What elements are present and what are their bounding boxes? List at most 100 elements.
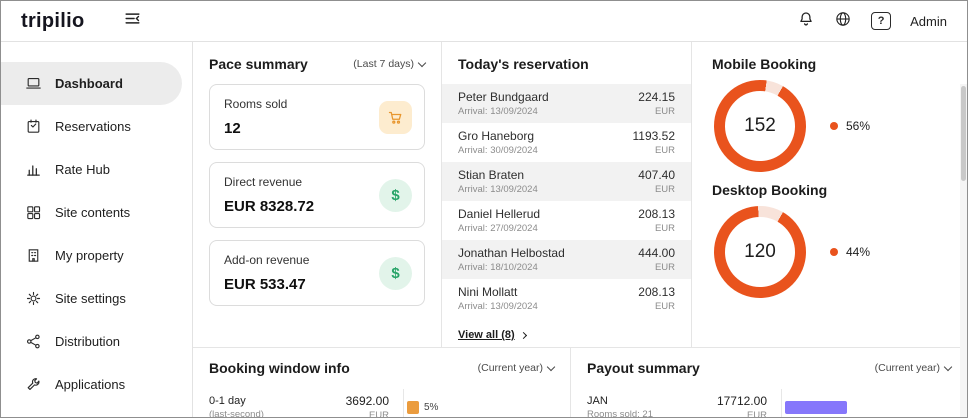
wrench-icon <box>25 376 42 393</box>
pace-summary-card: Pace summary (Last 7 days) Rooms sold 12 <box>193 42 442 347</box>
addon-revenue-card: Add-on revenue EUR 533.47 $ <box>209 240 425 306</box>
help-icon[interactable]: ? <box>871 12 892 30</box>
range-label: 0-1 day <box>209 394 246 407</box>
payout-period-dropdown[interactable]: (Current year) <box>875 362 953 374</box>
currency: EUR <box>654 262 675 273</box>
sidebar-item-label: Applications <box>55 377 126 392</box>
reservation-row[interactable]: Peter Bundgaard Arrival: 13/09/2024 224.1… <box>442 84 691 123</box>
rooms-sold-value: 12 <box>224 120 241 137</box>
booking-window-period-dropdown[interactable]: (Current year) <box>477 362 556 374</box>
laptop-icon <box>25 75 42 92</box>
pace-period-dropdown[interactable]: (Last 7 days) <box>353 58 427 70</box>
arrival-date: Arrival: 27/09/2024 <box>458 223 538 234</box>
legend-dot-icon <box>830 248 838 256</box>
amount: 1193.52 <box>632 129 676 143</box>
range-sublabel: (last-second) <box>209 408 264 418</box>
view-all-label: View all (8) <box>458 329 515 341</box>
reservation-row[interactable]: Stian Braten Arrival: 13/09/2024 407.40 EU… <box>442 162 691 201</box>
booking-stats-card: Mobile Booking 152 56% Desktop <box>692 42 967 347</box>
booking-window-chart: 5% <box>403 389 554 417</box>
cart-icon <box>379 100 412 134</box>
currency: EUR <box>746 409 767 418</box>
sidebar-item-distribution[interactable]: Distribution <box>1 320 182 363</box>
reservation-row[interactable]: Jonathan Helbostad Arrival: 18/10/2024 44… <box>442 240 691 279</box>
sidebar-item-label: Dashboard <box>55 76 123 91</box>
sidebar-item-reservations[interactable]: Reservations <box>1 105 182 148</box>
bar <box>407 400 419 414</box>
mobile-booking-count: 152 <box>725 91 795 161</box>
sidebar-item-rate-hub[interactable]: Rate Hub <box>1 148 182 191</box>
notifications-button[interactable] <box>797 10 815 33</box>
arrival-date: Arrival: 13/09/2024 <box>458 106 538 117</box>
todays-reservation-card: Today's reservation Peter Bundgaard Arriv… <box>442 42 692 347</box>
grid-icon <box>25 204 42 221</box>
currency: EUR <box>368 409 389 418</box>
sidebar-item-label: Site contents <box>55 205 131 220</box>
desktop-booking-section: Desktop Booking 120 44% <box>712 182 947 298</box>
chevron-down-icon <box>943 362 953 371</box>
currency: EUR <box>654 301 675 312</box>
amount: 3692.00 <box>345 393 389 408</box>
booking-window-card: Booking window info (Current year) 0-1 d… <box>193 348 571 417</box>
rooms-sold-sublabel: Rooms sold: 21 <box>587 408 654 418</box>
rooms-sold-label: Rooms sold <box>224 97 288 111</box>
currency: EUR <box>654 184 675 195</box>
scrollbar-track[interactable] <box>960 84 967 417</box>
currency: EUR <box>654 106 675 117</box>
amount: 224.15 <box>638 90 675 104</box>
amount: 407.40 <box>638 168 675 182</box>
admin-user-menu[interactable]: Admin <box>910 13 947 29</box>
period-label: (Current year) <box>477 362 543 374</box>
topbar: tripilio ? Admin <box>1 1 967 42</box>
bar <box>785 400 847 414</box>
gear-icon <box>25 290 42 307</box>
sidebar-item-label: Reservations <box>55 119 131 134</box>
bar-chart-icon <box>25 161 42 178</box>
reservation-row[interactable]: Gro Haneborg Arrival: 30/09/2024 1193.52 E… <box>442 123 691 162</box>
body: Dashboard Reservations Rate Hub Site con… <box>1 42 967 417</box>
payout-summary-card: Payout summary (Current year) JAN Rooms … <box>571 348 967 417</box>
payout-row: JAN Rooms sold: 21 17712.00 EUR <box>587 389 951 418</box>
language-button[interactable] <box>834 10 852 33</box>
percent-label: 56% <box>846 119 871 133</box>
currency: EUR <box>654 223 675 234</box>
desktop-booking-percent: 44% <box>830 245 870 259</box>
mobile-booking-percent: 56% <box>830 119 870 133</box>
mobile-booking-donut: 152 <box>714 80 806 172</box>
chevron-down-icon <box>546 362 556 371</box>
guest-name: Jonathan Helbostad <box>458 246 565 260</box>
view-all-link[interactable]: View all (8) <box>458 329 527 341</box>
legend-dot-icon <box>830 122 838 130</box>
share-network-icon <box>25 333 42 350</box>
sidebar: Dashboard Reservations Rate Hub Site con… <box>1 42 193 417</box>
addon-revenue-label: Add-on revenue <box>224 253 310 267</box>
scrollbar-thumb[interactable] <box>961 86 966 181</box>
amount: 17712.00 <box>716 393 767 408</box>
sidebar-item-label: Site settings <box>55 291 126 306</box>
bottom-row: Booking window info (Current year) 0-1 d… <box>193 347 967 417</box>
sidebar-collapse-button[interactable] <box>123 9 142 33</box>
sidebar-item-applications[interactable]: Applications <box>1 363 182 406</box>
sidebar-item-label: Rate Hub <box>55 162 110 177</box>
sidebar-item-site-settings[interactable]: Site settings <box>1 277 182 320</box>
bell-icon <box>797 10 815 33</box>
reservation-row[interactable]: Daniel Hellerud Arrival: 27/09/2024 208.1… <box>442 201 691 240</box>
bar-percent-label: 5% <box>424 401 439 413</box>
direct-revenue-value: EUR 8328.72 <box>224 198 315 215</box>
booking-window-row: 0-1 day (last-second) 3692.00 EUR 5% <box>209 389 554 418</box>
addon-revenue-value: EUR 533.47 <box>224 276 306 293</box>
arrival-date: Arrival: 30/09/2024 <box>458 145 538 156</box>
dollar-icon: $ <box>379 178 412 212</box>
logo[interactable]: tripilio <box>21 9 85 32</box>
pace-summary-title: Pace summary <box>209 56 308 72</box>
dollar-icon: $ <box>379 256 412 290</box>
sidebar-item-my-property[interactable]: My property <box>1 234 182 277</box>
sidebar-item-site-contents[interactable]: Site contents <box>1 191 182 234</box>
top-row: Pace summary (Last 7 days) Rooms sold 12 <box>193 42 967 347</box>
arrival-date: Arrival: 18/10/2024 <box>458 262 538 273</box>
reservation-list: Peter Bundgaard Arrival: 13/09/2024 224.1… <box>442 84 691 318</box>
mobile-booking-title: Mobile Booking <box>712 56 817 72</box>
reservation-row[interactable]: Nini Mollatt Arrival: 13/09/2024 208.13 EU… <box>442 279 691 318</box>
sidebar-item-dashboard[interactable]: Dashboard <box>1 62 182 105</box>
